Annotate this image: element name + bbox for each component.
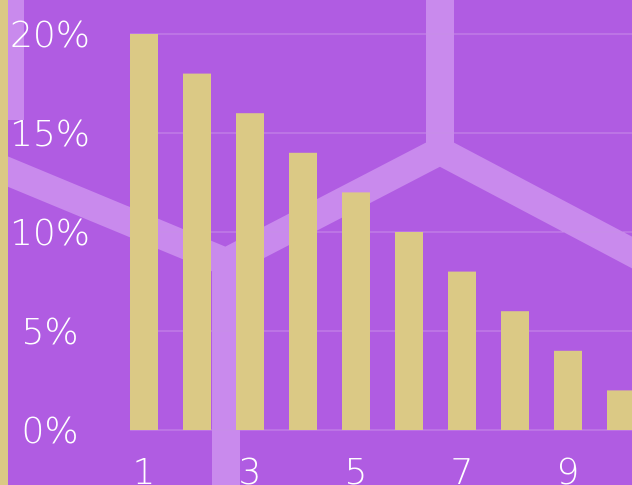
left-accent-strip [0, 0, 8, 485]
bar-3 [236, 113, 264, 430]
y-tick-label: 10% [10, 213, 90, 254]
x-tick-label: 1 [133, 452, 156, 485]
bars [130, 34, 632, 431]
y-tick-label: 20% [10, 15, 90, 56]
gridlines [130, 33, 632, 431]
bar-1 [130, 34, 158, 430]
bar-2 [183, 73, 211, 430]
y-tick-label: 0% [21, 411, 78, 452]
x-tick-label: 9 [557, 452, 580, 485]
bar-5 [342, 192, 370, 430]
y-axis-tick-labels: 0% 5% 10% 15% 20% [10, 15, 90, 452]
bar-10 [607, 390, 632, 430]
x-axis-tick-labels: 1 3 5 7 9 [133, 452, 580, 485]
bar-8 [501, 311, 529, 430]
bar-7 [448, 271, 476, 430]
y-tick-label: 15% [10, 114, 90, 155]
bar-9 [554, 350, 582, 430]
bar-4 [289, 152, 317, 431]
y-tick-label: 5% [21, 312, 78, 353]
x-tick-label: 3 [239, 452, 262, 485]
bar-6 [395, 232, 423, 430]
x-tick-label: 7 [451, 452, 474, 485]
x-tick-label: 5 [345, 452, 368, 485]
hexagon-line-left [0, 135, 632, 278]
